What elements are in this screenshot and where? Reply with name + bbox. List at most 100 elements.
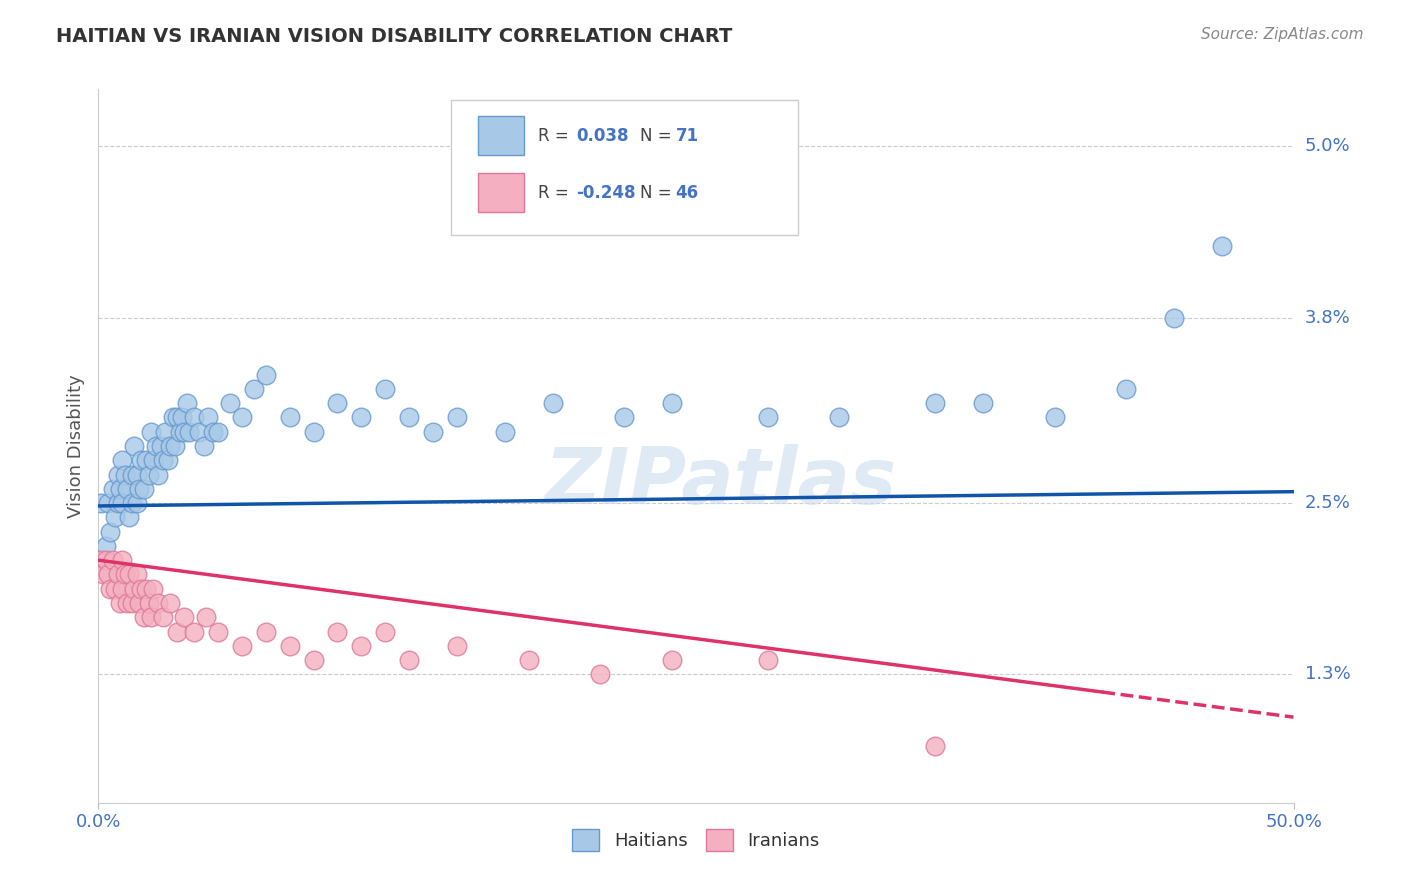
Point [924, 739, 946, 753]
Point [135, 453, 157, 467]
Point [193, 439, 215, 453]
Point [166, 624, 188, 639]
Point [121, 496, 143, 510]
Point [254, 624, 277, 639]
Point [278, 639, 301, 653]
Point [302, 425, 325, 439]
Point [207, 624, 229, 639]
Point [159, 596, 181, 610]
Point [108, 596, 131, 610]
Point [128, 596, 150, 610]
Point [107, 467, 129, 482]
Text: 1.3%: 1.3% [1305, 665, 1350, 683]
Point [172, 410, 194, 425]
Point [111, 553, 134, 567]
Point [254, 368, 277, 382]
Point [121, 596, 143, 610]
Point [1211, 239, 1233, 253]
Point [179, 425, 201, 439]
Point [125, 567, 148, 582]
Point [326, 396, 349, 410]
Text: N =: N = [640, 184, 672, 202]
Point [98, 582, 122, 596]
Point [278, 410, 301, 425]
Text: N =: N = [640, 127, 672, 145]
Point [756, 410, 779, 425]
Point [398, 410, 420, 425]
Point [98, 524, 122, 539]
Point [131, 453, 153, 467]
Point [398, 653, 420, 667]
Point [97, 496, 120, 510]
Point [139, 425, 162, 439]
Point [138, 596, 160, 610]
Point [589, 667, 612, 681]
Point [107, 496, 129, 510]
Point [1043, 410, 1066, 425]
Point [101, 553, 124, 567]
Point [132, 482, 155, 496]
Point [155, 425, 177, 439]
Text: HAITIAN VS IRANIAN VISION DISABILITY CORRELATION CHART: HAITIAN VS IRANIAN VISION DISABILITY COR… [56, 27, 733, 45]
Point [202, 425, 225, 439]
Point [94, 539, 117, 553]
Point [183, 624, 205, 639]
Point [121, 467, 143, 482]
Point [114, 567, 136, 582]
Point [111, 453, 134, 467]
Point [1115, 382, 1137, 396]
Point [124, 439, 146, 453]
Point [107, 567, 129, 582]
Point [195, 610, 218, 624]
Text: 5.0%: 5.0% [1305, 137, 1350, 155]
Point [125, 467, 148, 482]
Point [115, 596, 138, 610]
Point [661, 653, 683, 667]
Point [187, 425, 209, 439]
Point [302, 653, 325, 667]
Point [176, 396, 198, 410]
Text: ZIPatlas: ZIPatlas [544, 443, 896, 520]
Point [163, 439, 186, 453]
Point [152, 453, 174, 467]
Text: -0.248: -0.248 [576, 184, 636, 202]
Point [90, 496, 112, 510]
Point [114, 467, 136, 482]
Point [104, 582, 127, 596]
Point [972, 396, 994, 410]
Text: R =: R = [538, 127, 569, 145]
Y-axis label: Vision Disability: Vision Disability [66, 374, 84, 518]
Point [374, 382, 396, 396]
Point [111, 582, 134, 596]
Point [94, 553, 117, 567]
Point [828, 410, 851, 425]
Point [135, 582, 157, 596]
Point [1163, 310, 1185, 325]
Text: Source: ZipAtlas.com: Source: ZipAtlas.com [1201, 27, 1364, 42]
Point [446, 639, 468, 653]
Point [142, 453, 165, 467]
Point [374, 624, 396, 639]
Point [111, 496, 134, 510]
Point [108, 482, 131, 496]
Point [162, 410, 184, 425]
Point [148, 467, 170, 482]
Point [124, 582, 146, 596]
Point [118, 510, 141, 524]
Point [219, 396, 242, 410]
Point [138, 467, 160, 482]
Point [166, 410, 188, 425]
Point [197, 410, 219, 425]
Point [231, 639, 253, 653]
Point [183, 410, 205, 425]
Point [104, 510, 127, 524]
Point [326, 624, 349, 639]
Point [101, 482, 124, 496]
Point [422, 425, 444, 439]
Point [148, 596, 170, 610]
Point [91, 567, 114, 582]
Text: 71: 71 [676, 127, 699, 145]
Point [661, 396, 683, 410]
Point [125, 496, 148, 510]
Point [207, 425, 229, 439]
